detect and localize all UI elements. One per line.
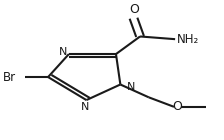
Text: O: O — [130, 3, 140, 16]
Text: N: N — [59, 47, 68, 57]
Text: N: N — [81, 102, 90, 112]
Text: NH₂: NH₂ — [177, 33, 199, 46]
Text: Br: Br — [3, 71, 16, 84]
Text: N: N — [127, 81, 135, 92]
Text: O: O — [172, 100, 182, 113]
